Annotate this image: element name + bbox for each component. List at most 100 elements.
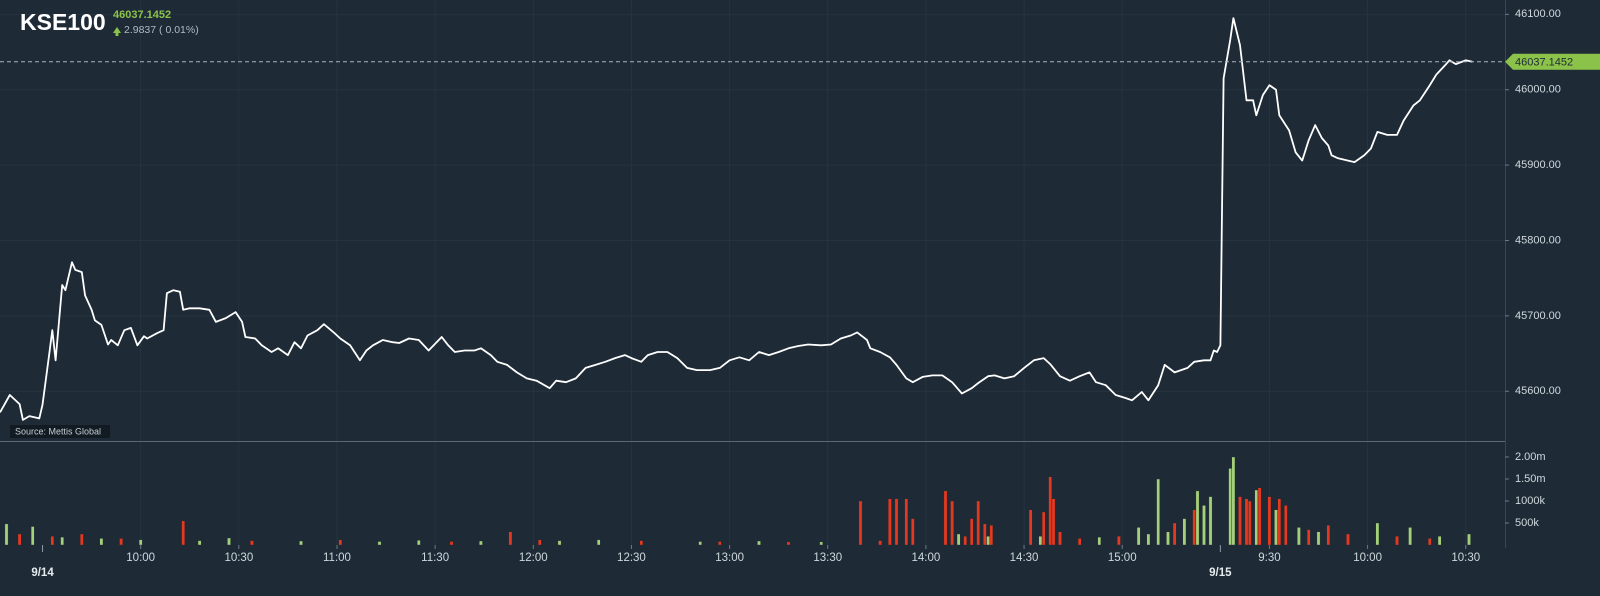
y-tick-label: 45700.00 <box>1515 310 1561 322</box>
volume-bar <box>1051 498 1056 546</box>
x-tick-label: 14:00 <box>912 552 941 564</box>
volume-bar <box>1467 533 1471 546</box>
volume-bar <box>858 500 863 546</box>
volume-bar <box>1136 527 1141 546</box>
volume-bar <box>1192 509 1196 546</box>
volume-bar <box>904 498 909 546</box>
date-tick-label: 9/14 <box>31 567 54 579</box>
date-tick-label: 9/15 <box>1209 567 1232 579</box>
volume-bar <box>1277 498 1282 546</box>
volume-bar <box>197 540 202 546</box>
volume-bar <box>1097 536 1102 546</box>
x-tick-label: 10:00 <box>126 552 155 564</box>
price-change: 2.9837 ( 0.01%) <box>124 24 199 36</box>
y-tick-label: 2.00m <box>1515 451 1546 463</box>
x-tick-label: 14:30 <box>1010 552 1039 564</box>
volume-bar <box>950 500 954 546</box>
source: Source: Mettis Global <box>15 426 101 436</box>
volume-bar <box>1146 533 1151 546</box>
y-tick-label: 1.50m <box>1515 473 1546 485</box>
volume-bar <box>17 533 22 546</box>
volume-bar <box>30 526 35 546</box>
volume-bar <box>60 536 64 546</box>
volume-bar <box>1117 536 1121 546</box>
volume-bar <box>1247 500 1252 546</box>
volume-bar <box>639 540 644 546</box>
last-price-tag-label: 46037.1452 <box>1515 57 1573 69</box>
x-tick-label: 13:30 <box>813 552 842 564</box>
volume-bar <box>50 536 55 546</box>
volume-bar <box>596 539 601 546</box>
volume-bar <box>1182 518 1187 546</box>
volume-bar <box>299 540 303 546</box>
volume-bar <box>1048 476 1052 546</box>
volume-bar <box>1283 505 1288 546</box>
volume-bar <box>449 541 454 546</box>
volume-bar <box>181 520 186 546</box>
volume-bar <box>1195 490 1200 546</box>
x-tick-label: 10:30 <box>224 552 253 564</box>
x-tick-label: 13:00 <box>715 552 744 564</box>
volume-bar <box>99 538 104 546</box>
volume-bar <box>969 518 974 546</box>
source-box <box>10 425 110 438</box>
volume-bar <box>1306 529 1311 546</box>
x-tick-label: 12:30 <box>617 552 646 564</box>
volume-bar <box>1041 511 1046 546</box>
volume-bar <box>1267 496 1272 546</box>
x-tick-label: 12:00 <box>519 552 548 564</box>
volume-bar <box>1297 527 1301 546</box>
axes: 10:00 10:30 11:00 11:30 12:00 12:30 13:00 13:30… <box>31 8 1561 579</box>
volume-bar <box>557 540 562 546</box>
volume-bar <box>79 533 84 546</box>
last-price-tag-shape <box>1505 53 1600 70</box>
volume-bar <box>1228 468 1232 546</box>
last-price-tag: 46037.1452 <box>1505 53 1600 70</box>
volume-bar <box>1274 509 1278 546</box>
volume-bar <box>986 536 990 546</box>
volume-bar <box>250 540 254 546</box>
volume-bar <box>227 537 231 546</box>
volume-bar <box>1326 525 1331 546</box>
volume-bar <box>1395 536 1399 546</box>
y-tick-label: 46100.00 <box>1515 8 1561 20</box>
volume-bar <box>1254 489 1259 546</box>
volume-bar <box>911 518 915 546</box>
x-tick-label: 9:30 <box>1258 552 1280 564</box>
up-arrow <box>113 27 121 36</box>
volume-bar <box>757 540 761 546</box>
volume-bar <box>1156 478 1160 546</box>
volume-bar <box>138 539 143 546</box>
volume-bar <box>538 539 542 546</box>
volume-bar <box>1408 527 1412 546</box>
y-tick-label: 1000k <box>1515 495 1545 507</box>
volume-bar <box>1257 487 1262 546</box>
y-tick-label: 45600.00 <box>1515 385 1561 397</box>
volume-bar <box>1437 536 1442 546</box>
x-tick-label: 11:00 <box>323 552 351 564</box>
volume-bar <box>1038 536 1043 546</box>
volume-bar <box>1058 531 1062 546</box>
volume-bar <box>1172 522 1177 546</box>
volume-bar <box>4 523 9 546</box>
volume-bar <box>1244 498 1249 546</box>
volume-bar <box>338 539 343 546</box>
volume-bar <box>943 490 948 546</box>
volume-bar <box>1202 505 1206 546</box>
y-tick-label: 45800.00 <box>1515 234 1561 246</box>
volume-bar <box>698 541 702 546</box>
grid <box>0 0 1505 548</box>
volume-bar <box>963 536 967 546</box>
volume-bar <box>976 500 980 546</box>
y-tick-label: 46000.00 <box>1515 84 1561 96</box>
volume-bar <box>417 540 421 546</box>
volume-bar <box>819 541 823 546</box>
volume-bar <box>1346 533 1350 546</box>
volume-bar <box>718 541 722 546</box>
volume-bar <box>377 541 382 546</box>
volume-bar <box>888 498 892 546</box>
y-tick-label: 45900.00 <box>1515 159 1561 171</box>
volume-bar <box>1028 509 1033 546</box>
volume-bar <box>1166 531 1170 546</box>
